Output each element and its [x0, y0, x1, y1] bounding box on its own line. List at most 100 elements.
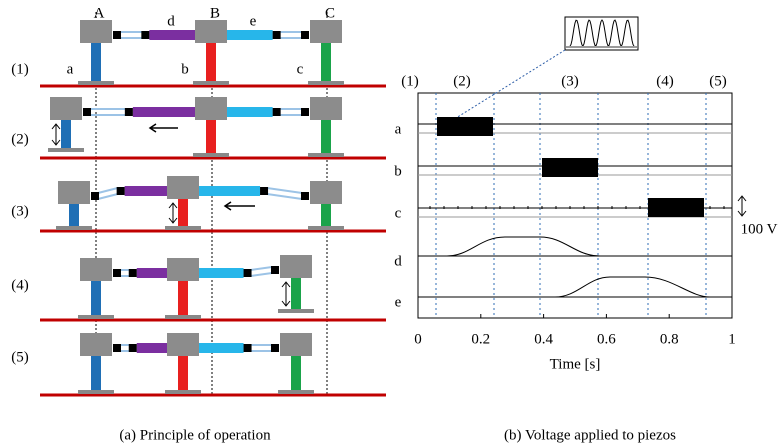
block	[80, 333, 112, 356]
joint	[113, 344, 121, 352]
joint	[91, 192, 99, 200]
leg	[91, 43, 101, 81]
waveform-e	[418, 277, 732, 297]
foot	[308, 226, 344, 230]
flexure	[98, 188, 118, 193]
foot-label: a	[67, 61, 74, 77]
joint	[125, 108, 133, 116]
leg	[291, 278, 301, 309]
flexure	[251, 267, 272, 270]
link-body	[137, 268, 167, 278]
link-body	[125, 186, 167, 196]
block	[310, 97, 342, 120]
foot	[78, 315, 114, 319]
block	[167, 176, 199, 199]
joint	[271, 266, 279, 274]
link-body	[149, 30, 195, 40]
joint	[117, 187, 125, 195]
column-label: C	[325, 5, 335, 21]
x-tick-label: 0.6	[597, 331, 616, 347]
block	[195, 97, 227, 120]
foot-label: b	[181, 61, 189, 77]
lift-arrow	[169, 203, 177, 223]
signal-label: a	[395, 121, 402, 137]
column-label: A	[94, 5, 105, 21]
joint	[113, 269, 121, 277]
block	[195, 20, 227, 43]
link-body	[199, 186, 260, 196]
block	[80, 20, 112, 43]
joint	[273, 108, 281, 116]
signal-label: c	[395, 205, 402, 221]
foot	[193, 153, 229, 157]
pulse	[542, 158, 598, 177]
step-label: (5)	[11, 349, 29, 365]
foot	[78, 390, 114, 394]
joint	[301, 192, 309, 200]
phase-label: (2)	[453, 73, 471, 89]
joint	[113, 31, 121, 39]
x-tick-label: 1	[728, 331, 736, 347]
link-body	[133, 107, 195, 117]
column-label: B	[210, 5, 220, 21]
joint	[301, 31, 309, 39]
leg	[291, 356, 301, 390]
flexure	[267, 194, 302, 199]
block	[58, 181, 90, 204]
link-label: d	[167, 13, 175, 29]
joint	[129, 269, 137, 277]
leg	[206, 43, 216, 81]
lift-arrow	[52, 124, 60, 145]
foot	[308, 153, 344, 157]
leg	[91, 281, 101, 315]
block	[310, 181, 342, 204]
leg	[321, 120, 331, 153]
leg	[321, 43, 331, 81]
leg	[91, 356, 101, 390]
foot-label: c	[297, 61, 304, 77]
joint	[83, 108, 91, 116]
foot	[165, 390, 201, 394]
x-tick-label: 0.8	[660, 331, 679, 347]
link-body	[227, 30, 273, 40]
foot	[78, 81, 114, 85]
pulse	[437, 117, 493, 136]
x-tick-label: 0	[414, 331, 422, 347]
block	[280, 255, 312, 278]
leg	[321, 204, 331, 226]
lift-arrow	[282, 282, 290, 306]
flexure	[267, 188, 302, 193]
x-axis-label: Time [s]	[550, 356, 601, 372]
joint	[244, 344, 252, 352]
foot	[278, 309, 314, 313]
caption-b: (b) Voltage applied to piezos	[504, 427, 676, 443]
joint	[260, 187, 268, 195]
move-arrow	[225, 202, 255, 210]
link-body	[199, 268, 244, 278]
block	[310, 20, 342, 43]
leg	[69, 204, 79, 226]
joint	[244, 269, 252, 277]
joint	[271, 344, 279, 352]
link-body	[199, 343, 244, 353]
foot	[308, 81, 344, 85]
scale-arrow	[738, 196, 746, 216]
phase-label: (3)	[561, 73, 579, 89]
step-label: (3)	[11, 203, 29, 219]
leg	[206, 120, 216, 153]
signal-label: b	[394, 163, 402, 179]
signal-label: d	[394, 253, 402, 269]
block	[167, 258, 199, 281]
scale-label: 100 V	[741, 221, 778, 237]
joint	[141, 31, 149, 39]
signal-label: e	[395, 294, 402, 310]
block	[167, 333, 199, 356]
joint	[301, 108, 309, 116]
block	[50, 97, 82, 120]
foot	[165, 315, 201, 319]
x-tick-label: 0.2	[471, 331, 490, 347]
step-label: (1)	[11, 61, 29, 77]
phase-label: (1)	[401, 73, 419, 89]
leg	[178, 281, 188, 315]
phase-label: (5)	[709, 73, 727, 89]
